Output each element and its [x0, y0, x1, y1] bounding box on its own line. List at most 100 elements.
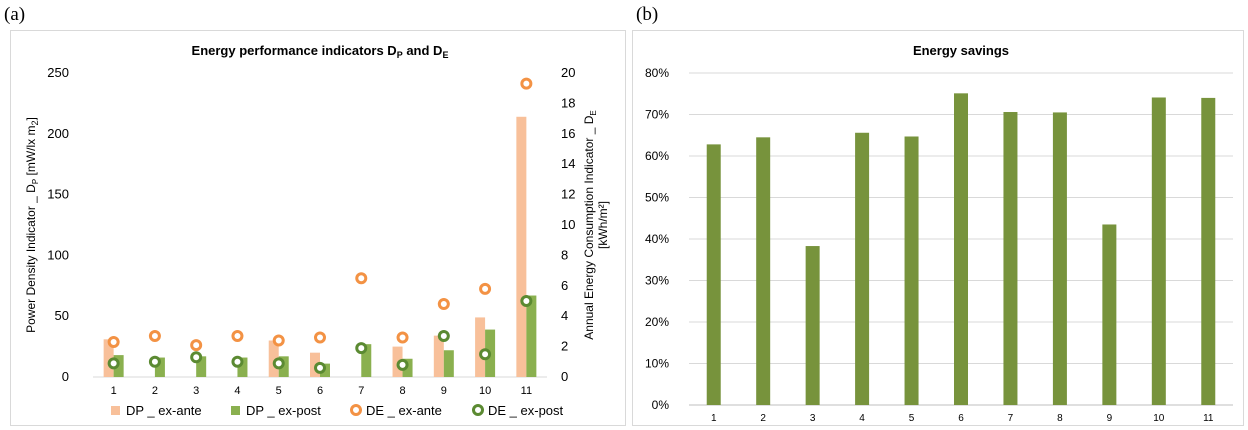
bar-energy-savings [756, 137, 771, 405]
panel-label-a: (a) [4, 4, 26, 25]
y-left-tick-label: 150 [47, 187, 69, 202]
bar-energy-savings [706, 144, 721, 405]
bar-dp-ex-ante [516, 116, 527, 377]
legend-label: DE _ ex-post [488, 403, 564, 418]
bar-dp-ex-post [237, 357, 248, 377]
x-tick-label: 11 [521, 385, 532, 397]
marker-de-ex-post [314, 361, 326, 374]
marker-de-ex-post [437, 329, 450, 342]
bar-energy-savings [1003, 112, 1018, 405]
x-tick-label: 3 [193, 385, 199, 397]
bar-dp-ex-post [361, 344, 372, 377]
bar-energy-savings [1102, 224, 1117, 405]
marker-de-ex-ante [437, 298, 450, 311]
chart-b-title: Energy savings [913, 43, 1009, 58]
y-tick-label: 50% [645, 191, 669, 205]
y-tick-label: 60% [645, 149, 669, 163]
marker-de-ex-post [190, 351, 203, 364]
marker-de-ex-ante [520, 77, 533, 90]
marker-de-ex-ante [190, 339, 203, 352]
x-tick-label: 6 [958, 413, 964, 424]
y-left-tick-label: 250 [47, 65, 69, 80]
x-tick-label: 5 [909, 413, 915, 424]
x-tick-label: 7 [1008, 413, 1014, 424]
bar-energy-savings [1201, 97, 1216, 406]
bar-dp-ex-ante [433, 335, 444, 377]
y-tick-label: 70% [645, 108, 669, 122]
bar-dp-ex-ante [268, 340, 279, 377]
y-right-axis-label: Annual Energy Consumption Indicator _ DE [582, 110, 598, 339]
bar-dp-ex-post [443, 350, 454, 377]
chart-a-title: Energy performance indicators DP and DE [192, 43, 449, 60]
y-right-tick-label: 12 [561, 187, 575, 202]
bar-energy-savings [1052, 112, 1067, 406]
marker-de-ex-post [479, 348, 492, 361]
y-left-tick-label: 200 [47, 126, 69, 141]
legend-swatch [231, 406, 240, 415]
y-tick-label: 30% [645, 274, 669, 288]
y-right-tick-label: 2 [561, 339, 568, 354]
bar-energy-savings [805, 246, 820, 405]
bar-energy-savings [954, 93, 968, 406]
y-right-tick-label: 14 [561, 156, 575, 171]
chart-a: Energy performance indicators DP and DE 0… [24, 43, 610, 418]
x-tick-label: 1 [711, 413, 717, 424]
bar-energy-savings [855, 132, 870, 405]
y-right-axis-unit: [kWh/m²] [596, 201, 610, 249]
marker-de-ex-ante [148, 329, 161, 342]
marker-de-ex-ante [107, 336, 120, 349]
marker-de-ex-ante [396, 331, 409, 344]
y-left-tick-label: 50 [55, 308, 69, 323]
marker-de-ex-post [272, 357, 285, 370]
chart-a-frame: Energy performance indicators DP and DE 0… [10, 30, 626, 426]
x-tick-label: 10 [1153, 413, 1165, 424]
legend-label: DP _ ex-ante [126, 403, 202, 418]
x-tick-label: 8 [1057, 413, 1063, 424]
x-tick-label: 4 [234, 385, 240, 397]
marker-de-ex-post [107, 357, 120, 370]
x-tick-label: 6 [317, 385, 323, 397]
legend-swatch [472, 404, 484, 416]
x-tick-label: 7 [358, 385, 364, 397]
x-tick-label: 5 [276, 385, 282, 397]
y-tick-label: 80% [645, 66, 669, 80]
y-right-tick-label: 0 [561, 369, 568, 384]
x-tick-label: 11 [1203, 413, 1214, 424]
marker-de-ex-post [396, 358, 409, 371]
x-tick-label: 4 [859, 413, 865, 424]
y-tick-label: 40% [645, 232, 669, 246]
bar-dp-ex-post [154, 357, 165, 377]
y-left-axis-label: Power Density Indicator _ DP [mW/lx m2] [24, 117, 40, 333]
chart-b-frame: Energy savings 0% 10% 20% 30% 40% 50% 60% 70% 80%… [632, 30, 1244, 426]
marker-de-ex-ante [272, 334, 285, 347]
marker-de-ex-post [148, 355, 161, 368]
bar-dp-ex-post [278, 356, 289, 377]
x-tick-label: 9 [1107, 413, 1113, 424]
bar-dp-ex-ante [475, 317, 486, 377]
marker-de-ex-post [520, 295, 533, 307]
marker-de-ex-ante [479, 282, 492, 295]
bar-dp-ex-ante [103, 339, 114, 377]
legend-label: DE _ ex-ante [366, 403, 442, 418]
legend-swatch [111, 406, 120, 415]
marker-de-ex-ante [355, 272, 368, 285]
y-right-tick-label: 16 [561, 126, 575, 141]
x-tick-label: 10 [479, 385, 491, 397]
marker-de-ex-post [231, 355, 244, 368]
legend-swatch [350, 404, 362, 416]
x-tick-label: 9 [441, 385, 447, 397]
marker-de-ex-post [355, 342, 368, 355]
legend-label: DP _ ex-post [246, 403, 321, 418]
y-left-tick-label: 100 [47, 247, 69, 262]
x-tick-label: 3 [810, 413, 816, 424]
panel-label-b: (b) [636, 4, 659, 25]
x-tick-label: 2 [152, 385, 158, 397]
y-right-tick-label: 8 [561, 247, 568, 262]
marker-de-ex-ante [231, 329, 244, 342]
bar-dp-ex-post [196, 356, 207, 377]
y-right-tick-label: 4 [561, 308, 568, 323]
y-right-tick-label: 20 [561, 65, 575, 80]
y-tick-label: 0% [652, 398, 670, 412]
x-tick-label: 2 [760, 413, 766, 424]
y-tick-label: 20% [645, 315, 669, 329]
